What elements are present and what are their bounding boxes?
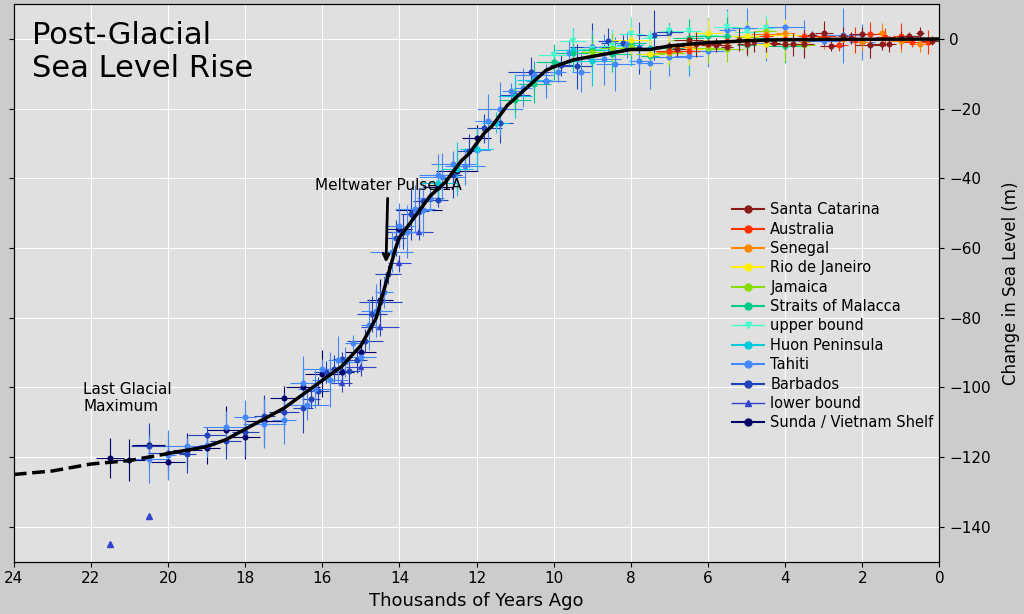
X-axis label: Thousands of Years Ago: Thousands of Years Ago — [370, 592, 584, 610]
Text: Last Glacial
Maximum: Last Glacial Maximum — [83, 382, 172, 414]
Legend: Santa Catarina, Australia, Senegal, Rio de Janeiro, Jamaica, Straits of Malacca,: Santa Catarina, Australia, Senegal, Rio … — [727, 196, 939, 436]
Y-axis label: Change in Sea Level (m): Change in Sea Level (m) — [1001, 181, 1020, 384]
Text: Meltwater Pulse 1A: Meltwater Pulse 1A — [314, 178, 462, 260]
Text: Post-Glacial
Sea Level Rise: Post-Glacial Sea Level Rise — [33, 21, 254, 84]
